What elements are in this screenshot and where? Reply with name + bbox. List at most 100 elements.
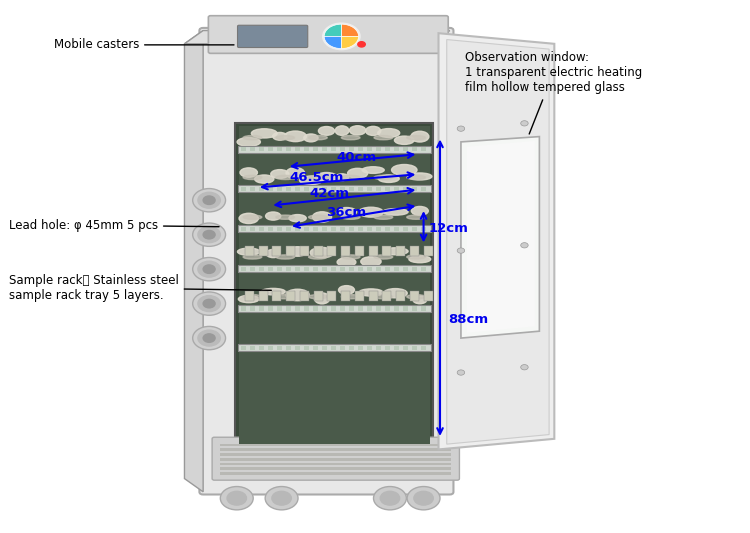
Bar [376,346,381,350]
Ellipse shape [358,289,383,296]
Bar [349,346,354,350]
Bar [238,185,431,192]
Bar [367,266,372,271]
Bar [394,266,399,271]
Ellipse shape [304,134,318,142]
Bar [239,126,430,444]
Bar [272,292,281,301]
Polygon shape [467,141,535,333]
Polygon shape [447,39,549,444]
Circle shape [198,261,220,277]
Bar [295,187,300,191]
Bar [368,246,377,256]
Text: Sample rack： Stainless steel
sample rack tray 5 layers.: Sample rack： Stainless steel sample rack… [9,274,272,302]
Ellipse shape [341,215,360,219]
Bar [268,306,274,311]
Bar [396,292,405,301]
Circle shape [193,189,226,212]
Text: 46.5cm: 46.5cm [289,171,344,184]
Bar [313,306,318,311]
Circle shape [203,265,215,273]
Ellipse shape [383,288,407,298]
Ellipse shape [374,295,393,299]
Circle shape [458,248,465,253]
Bar [385,147,390,151]
Bar [242,227,247,231]
Bar [340,187,345,191]
Ellipse shape [365,126,381,135]
Ellipse shape [251,129,278,138]
Bar [421,147,426,151]
Circle shape [203,300,215,308]
Ellipse shape [350,126,366,135]
Bar [322,306,327,311]
Ellipse shape [310,247,334,258]
Circle shape [520,120,528,126]
Ellipse shape [239,213,259,223]
Bar [272,246,281,256]
Bar [277,227,282,231]
Bar [260,187,265,191]
Bar [394,346,399,350]
Bar [220,448,452,451]
Ellipse shape [243,135,262,140]
Bar [238,344,431,351]
Circle shape [414,491,434,505]
Text: AD: AD [263,224,442,330]
Bar [304,306,309,311]
Circle shape [227,491,247,505]
Ellipse shape [276,255,295,259]
Text: 88cm: 88cm [448,313,488,326]
Ellipse shape [392,165,417,175]
Circle shape [358,42,365,47]
Ellipse shape [289,215,306,222]
Bar [382,246,392,256]
Bar [403,227,408,231]
Ellipse shape [382,208,408,215]
Bar [286,266,291,271]
Bar [260,227,265,231]
Ellipse shape [394,136,414,144]
Bar [412,187,417,191]
Bar [403,187,408,191]
Bar [368,292,377,301]
Bar [286,187,291,191]
Polygon shape [461,136,539,338]
Text: 42cm: 42cm [309,188,350,200]
Bar [331,227,336,231]
Ellipse shape [337,258,356,266]
Bar [331,147,336,151]
Bar [341,246,350,256]
Ellipse shape [378,128,400,138]
Circle shape [203,196,215,205]
Bar [260,306,265,311]
Bar [313,187,318,191]
Circle shape [193,326,226,350]
Bar [220,467,452,470]
Bar [412,266,417,271]
Bar [322,147,327,151]
Polygon shape [439,33,554,449]
Bar [300,246,309,256]
Bar [358,147,363,151]
Bar [349,306,354,311]
Circle shape [203,334,215,342]
Bar [355,246,364,256]
Ellipse shape [335,126,349,135]
Ellipse shape [316,173,338,182]
Bar [286,346,291,350]
Bar [382,292,392,301]
Bar [236,123,434,447]
Bar [424,292,433,301]
Bar [322,227,327,231]
Bar [304,266,309,271]
Ellipse shape [237,138,260,146]
Bar [349,187,354,191]
Bar [421,306,426,311]
Ellipse shape [341,295,360,299]
Ellipse shape [374,215,393,219]
Circle shape [458,126,465,131]
Bar [340,147,345,151]
Bar [313,346,318,350]
Ellipse shape [382,248,408,255]
